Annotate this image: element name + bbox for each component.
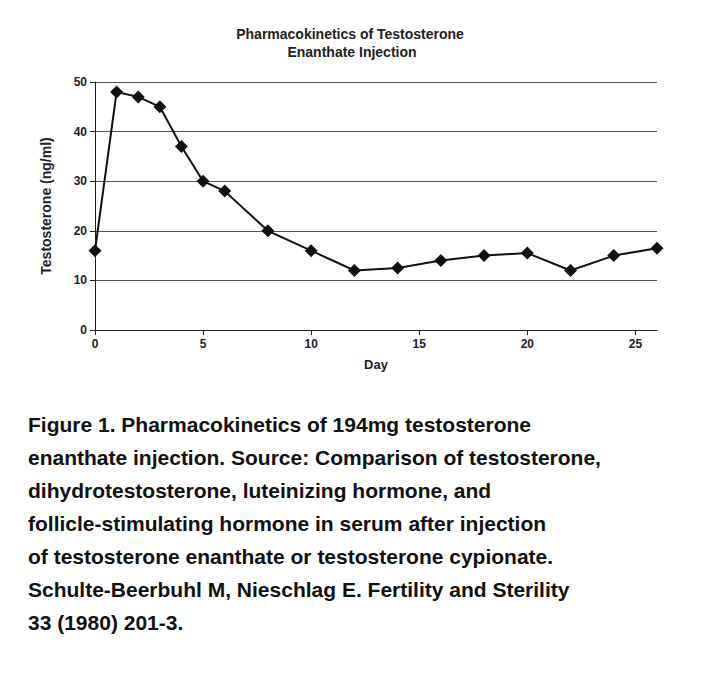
svg-text:20: 20 — [521, 337, 535, 351]
svg-text:15: 15 — [413, 337, 427, 351]
svg-text:40: 40 — [74, 125, 88, 139]
svg-text:0: 0 — [92, 337, 99, 351]
html-text:follicle-stimulating hormone i: follicle-stimulating hormone in serum af… — [28, 512, 547, 535]
svg-text:50: 50 — [74, 75, 88, 89]
svg-text:Enanthate Injection: Enanthate Injection — [287, 44, 416, 60]
svg-text:5: 5 — [200, 337, 207, 351]
html-text:of testosterone enanthate or t: of testosterone enanthate or testosteron… — [28, 545, 554, 568]
html-text:33 (1980) 201-3.: 33 (1980) 201-3. — [28, 611, 184, 634]
svg-text:25: 25 — [629, 337, 643, 351]
svg-text:Testosterone (ng/ml): Testosterone (ng/ml) — [38, 137, 54, 274]
svg-text:Day: Day — [364, 357, 389, 372]
svg-text:20: 20 — [74, 224, 88, 238]
svg-text:10: 10 — [304, 337, 318, 351]
svg-text:10: 10 — [74, 273, 88, 287]
html-text:Figure 1. Pharmacokinetics of: Figure 1. Pharmacokinetics of 194mg test… — [28, 413, 531, 436]
html-text:dihydrotestosterone, luteinizi: dihydrotestosterone, luteinizing hormone… — [28, 479, 492, 502]
html-text:Schulte-Beerbuhl M, Nieschlag: Schulte-Beerbuhl M, Nieschlag E. Fertili… — [28, 578, 570, 601]
svg-text:Pharmacokinetics of Testostero: Pharmacokinetics of Testosterone — [236, 26, 468, 42]
svg-text:0: 0 — [80, 323, 87, 337]
svg-text:30: 30 — [74, 174, 88, 188]
html-text:enanthate injection. Source: C: enanthate injection. Source: Comparison … — [28, 446, 601, 469]
